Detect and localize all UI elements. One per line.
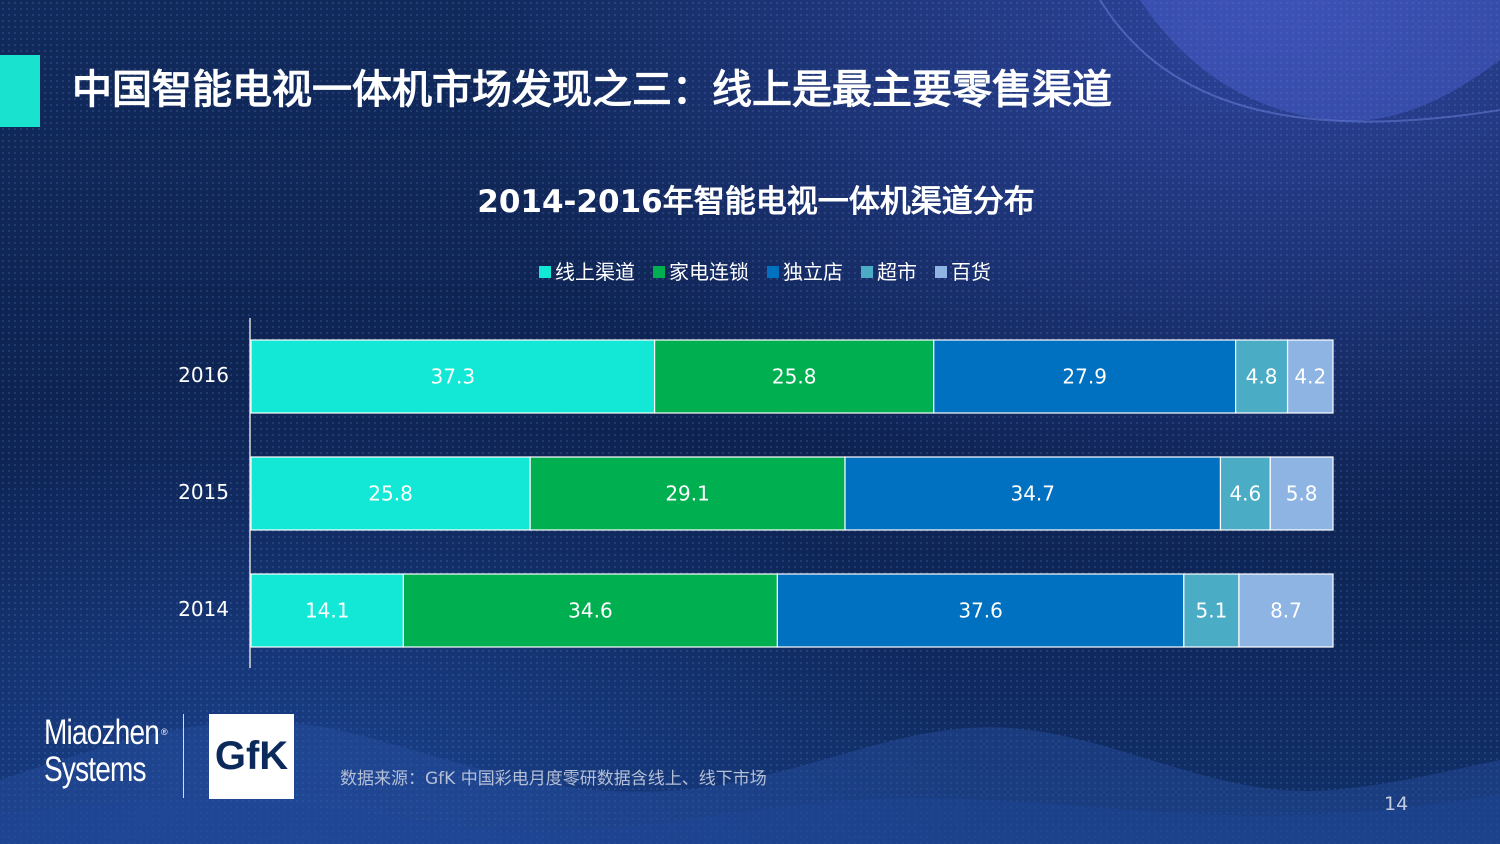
bar-segment [1238, 573, 1334, 648]
bar-segment [1219, 456, 1271, 531]
bar-segment [776, 573, 1185, 648]
source-note: 数据来源：GfK 中国彩电月度零研数据含线上、线下市场 [340, 769, 767, 789]
legend-item: 超市 [861, 258, 917, 286]
data-label: 4.8 [1246, 365, 1278, 389]
data-label: 34.6 [568, 599, 613, 623]
logo-divider [183, 714, 184, 798]
bar-segment [1286, 339, 1334, 414]
gfk-logo: GfK [209, 714, 294, 799]
chart-title: 2014-2016年智能电视一体机渠道分布 [477, 184, 1035, 220]
legend-item: 家电连锁 [653, 258, 749, 286]
bar-segment [653, 339, 935, 414]
legend-label: 家电连锁 [669, 260, 749, 284]
data-label: 8.7 [1270, 599, 1302, 623]
data-label: 4.2 [1294, 365, 1326, 389]
data-label: 4.6 [1229, 482, 1261, 506]
data-label: 5.1 [1195, 599, 1227, 623]
legend-item: 百货 [935, 258, 991, 286]
top-wave-line [1099, 0, 1500, 123]
legend-swatch [539, 266, 551, 278]
legend-label: 超市 [877, 260, 917, 284]
bar-segment [1235, 339, 1289, 414]
legend-label: 独立店 [783, 260, 843, 284]
legend-label: 百货 [951, 260, 991, 284]
miaozhen-logo-line2: Systems [44, 750, 147, 789]
data-label: 37.3 [431, 365, 476, 389]
legend-item: 独立店 [767, 258, 843, 286]
slide-title: 中国智能电视一体机市场发现之三：线上是最主要零售渠道 [72, 67, 1112, 113]
title-accent-bar [0, 55, 40, 127]
bottom-wave-back [0, 795, 1500, 844]
registered-mark: ® [161, 727, 168, 737]
miaozhen-logo-line1: Miaozhen [44, 713, 160, 752]
data-label: 37.6 [958, 599, 1003, 623]
bar-segment [250, 573, 405, 648]
legend-swatch [935, 266, 947, 278]
legend-item: 线上渠道 [539, 258, 635, 286]
bar-segment [250, 456, 531, 531]
data-label: 29.1 [665, 482, 710, 506]
top-wave-band [1140, 0, 1500, 122]
y-tick-label: 2014 [178, 597, 229, 621]
data-label: 25.8 [368, 482, 413, 506]
bar-segment [1269, 456, 1334, 531]
bar-segment [529, 456, 846, 531]
legend-swatch [861, 266, 873, 278]
legend-swatch [653, 266, 665, 278]
bar-segment [844, 456, 1222, 531]
legend-label: 线上渠道 [555, 260, 635, 284]
bar-segment [402, 573, 779, 648]
page-number: 14 [1384, 793, 1409, 815]
bar-segment [933, 339, 1237, 414]
chart-legend: 线上渠道 家电连锁 独立店 超市 百货 [0, 258, 1500, 286]
data-label: 14.1 [305, 599, 350, 623]
legend-swatch [767, 266, 779, 278]
data-label: 34.7 [1010, 482, 1055, 506]
data-label: 5.8 [1286, 482, 1318, 506]
data-label: 27.9 [1062, 365, 1107, 389]
data-label: 25.8 [772, 365, 817, 389]
y-tick-label: 2015 [178, 480, 229, 504]
miaozhen-logo: Miaozhen Systems ® [44, 714, 174, 788]
bar-segment [1183, 573, 1240, 648]
bar-segment [250, 339, 656, 414]
y-tick-label: 2016 [178, 363, 229, 387]
